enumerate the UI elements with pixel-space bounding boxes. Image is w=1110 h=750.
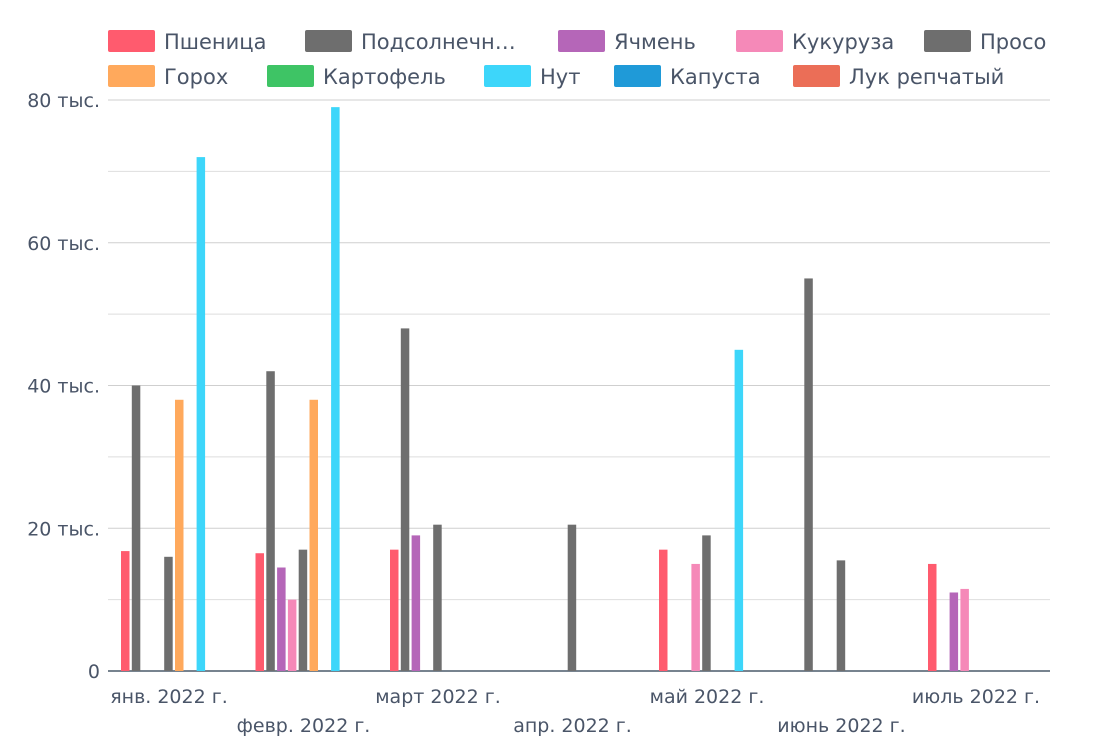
y-tick-label: 0 (88, 661, 100, 683)
legend-label: Кукуруза (792, 30, 894, 54)
legend-item[interactable]: Кукуруза (736, 30, 894, 54)
legend-label: Подсолнечн… (361, 30, 516, 54)
bar (196, 157, 206, 672)
legend-label: Нут (540, 65, 580, 89)
x-tick-label: март 2022 г. (375, 686, 501, 708)
bar (734, 349, 744, 671)
y-tick-label: 60 тыс. (27, 233, 100, 255)
y-tick-label: 80 тыс. (27, 90, 100, 112)
bar (390, 549, 399, 671)
bars (121, 107, 969, 672)
x-axis-labels: янв. 2022 г. февр. 2022 г.март 2022 г. апр… (110, 686, 1040, 737)
legend-item[interactable]: Капуста (614, 65, 761, 89)
legend-swatch (736, 30, 783, 52)
x-tick-label: май 2022 г. (650, 686, 765, 708)
legend-swatch (267, 65, 314, 87)
bar (928, 563, 937, 671)
bar (411, 535, 421, 671)
x-tick-label: апр. 2022 г. (513, 715, 632, 737)
legend-swatch (614, 65, 661, 87)
legend-item[interactable]: Картофель (267, 65, 446, 89)
bar (287, 599, 297, 671)
legend-item[interactable]: Ячмень (558, 30, 696, 54)
bar (836, 560, 846, 671)
bar (691, 563, 700, 671)
legend-item[interactable]: Просо (924, 30, 1046, 54)
y-axis-labels: 0 20 тыс. 40 тыс. 60 тыс. 80 тыс. (27, 90, 100, 683)
legend-label: Пшеница (164, 30, 266, 54)
bar (164, 556, 173, 671)
legend-swatch (793, 65, 840, 87)
legend: Пшеница Подсолнечн… Ячмень Кукуруза Просо Гор… (108, 30, 1046, 89)
bar (121, 551, 130, 671)
bar (131, 385, 141, 671)
legend-swatch (305, 30, 352, 52)
legend-item[interactable]: Подсолнечн… (305, 30, 516, 54)
legend-swatch (108, 30, 155, 52)
legend-item[interactable]: Лук репчатый (793, 65, 1004, 89)
legend-label: Просо (980, 30, 1046, 54)
bar (400, 328, 410, 671)
legend-swatch (924, 30, 971, 52)
bar (702, 535, 711, 671)
bar (255, 553, 264, 671)
bar (567, 524, 577, 671)
bar (331, 107, 340, 671)
bar (960, 588, 969, 671)
bar (659, 549, 668, 671)
legend-label: Картофель (323, 65, 446, 89)
legend-label: Капуста (670, 65, 761, 89)
legend-swatch (484, 65, 531, 87)
bar (266, 371, 275, 671)
x-tick-label: июнь 2022 г. (777, 715, 905, 737)
legend-item[interactable]: Горох (108, 65, 228, 89)
x-tick-label: июль 2022 г. (912, 686, 1040, 708)
legend-swatch (108, 65, 155, 87)
legend-label: Горох (164, 65, 228, 89)
bar (298, 549, 308, 671)
x-tick-label: февр. 2022 г. (237, 715, 371, 737)
legend-label: Ячмень (614, 30, 696, 54)
y-tick-label: 20 тыс. (27, 518, 100, 540)
bar (804, 278, 813, 671)
bar (277, 567, 286, 671)
bar (309, 399, 318, 671)
legend-item[interactable]: Пшеница (108, 30, 266, 54)
x-tick-label: янв. 2022 г. (110, 686, 228, 708)
gridlines (108, 99, 1050, 672)
bar (175, 399, 184, 671)
legend-item[interactable]: Нут (484, 65, 580, 89)
bar (949, 592, 959, 671)
legend-label: Лук репчатый (849, 65, 1004, 89)
legend-swatch (558, 30, 605, 52)
y-tick-label: 40 тыс. (27, 376, 100, 398)
bar (433, 524, 442, 671)
